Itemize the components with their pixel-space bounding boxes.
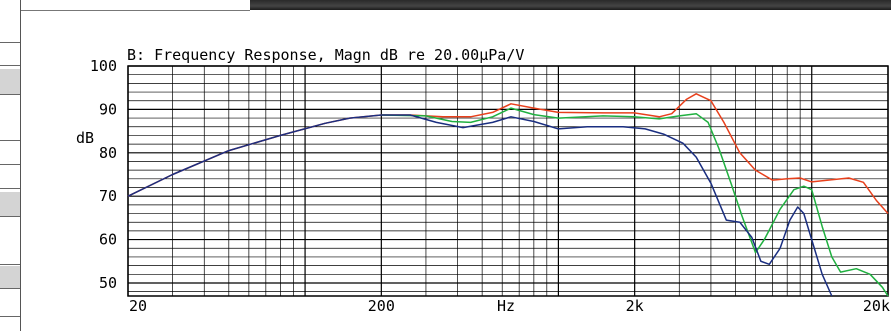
plot-grid xyxy=(127,65,889,296)
series-line-1 xyxy=(127,93,889,214)
y-tick-labels: 100 90 80 70 60 50 xyxy=(90,57,117,292)
series-line-2 xyxy=(381,107,889,297)
x-tick-labels: 20 200 2k 20k xyxy=(129,297,890,315)
sidebar-cell[interactable] xyxy=(0,142,20,165)
series-line-3 xyxy=(127,114,833,297)
sidebar-cell[interactable] xyxy=(0,69,20,95)
x-tick-label: 20 xyxy=(129,297,147,315)
sidebar-cell[interactable] xyxy=(0,118,20,141)
y-tick-label: 100 xyxy=(90,57,117,75)
x-tick-label: 200 xyxy=(368,297,395,315)
sidebar-cell[interactable] xyxy=(0,242,20,265)
y-tick-label: 70 xyxy=(99,187,117,205)
x-tick-label: 2k xyxy=(626,297,644,315)
chart-title: B: Frequency Response, Magn dB re 20.00μ… xyxy=(127,46,524,64)
sidebar-cell[interactable] xyxy=(0,266,20,289)
plot-frame xyxy=(127,65,889,297)
y-tick-label: 50 xyxy=(99,274,117,292)
sidebar-cell[interactable] xyxy=(0,292,20,317)
top-frame-bar xyxy=(0,0,891,10)
sidebar-cell[interactable] xyxy=(0,43,20,66)
x-axis-label: Hz xyxy=(497,297,515,315)
x-tick-label: 20k xyxy=(863,297,890,315)
sidebar-cell[interactable] xyxy=(0,192,20,217)
left-sidebar-strip xyxy=(0,0,21,331)
sidebar-cell[interactable] xyxy=(0,18,20,43)
y-axis-label: dB xyxy=(76,129,94,147)
y-tick-label: 90 xyxy=(99,100,117,118)
sidebar-cell[interactable] xyxy=(0,166,20,189)
y-tick-label: 80 xyxy=(99,144,117,162)
series-lines xyxy=(127,93,889,297)
y-tick-label: 60 xyxy=(99,231,117,249)
top-frame-gap xyxy=(0,0,250,11)
